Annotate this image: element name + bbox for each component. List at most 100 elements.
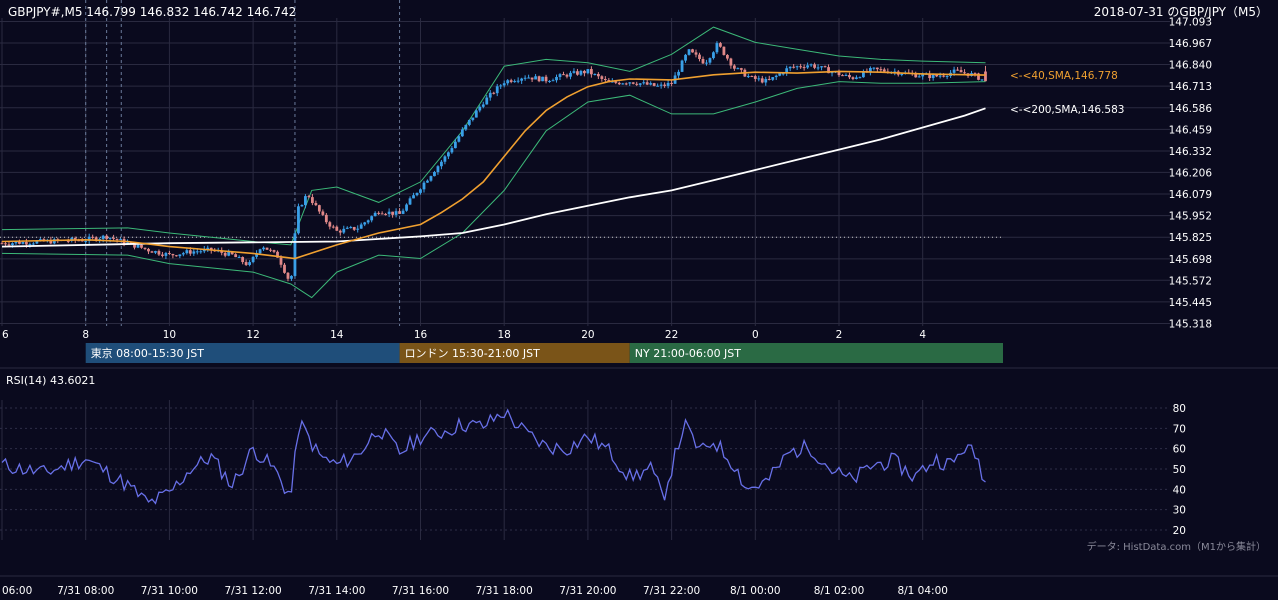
candle-body <box>774 75 778 78</box>
candle-body <box>433 172 436 177</box>
candle-body <box>394 211 398 215</box>
candle-body <box>168 253 171 255</box>
candle-body <box>642 82 646 84</box>
candle-body <box>14 241 18 244</box>
candle-body <box>276 251 279 258</box>
candle-body <box>419 189 422 193</box>
candle-body <box>258 249 262 254</box>
candle-body <box>848 74 851 78</box>
candle-body <box>499 85 503 87</box>
candle-body <box>0 243 4 245</box>
session-bars: 東京 08:00-15:30 JST ロンドン 15:30-21:00 JST NY… <box>85 343 1003 363</box>
candle-body <box>586 69 590 74</box>
candle-body <box>931 74 935 79</box>
candle-body <box>900 73 904 75</box>
price-tick-label: 146.079 <box>1169 189 1212 201</box>
sma-lines <box>1 70 986 260</box>
candle-body <box>495 86 499 94</box>
candle-body <box>283 264 286 273</box>
hour-tick-label: 20 <box>581 329 594 341</box>
candle-body <box>304 196 307 206</box>
hour-tick-label: 6 <box>2 329 9 341</box>
rsi-tick-label: 50 <box>1173 464 1186 476</box>
candle-body <box>181 253 185 255</box>
candle-body <box>436 166 440 173</box>
price-tick-label: 145.318 <box>1169 319 1212 331</box>
date-tick-label: 7/31 12:00 <box>225 585 282 597</box>
candle-body <box>251 256 255 263</box>
candle-body <box>185 250 189 254</box>
session-label: NY 21:00-06:00 JST <box>635 347 742 360</box>
candle-body <box>624 83 628 85</box>
price-axis: 147.093 146.967 146.840 146.713 146.586 146.4… <box>1169 17 1213 331</box>
hour-tick-label: 22 <box>665 329 678 341</box>
date-tick-label: 7/31 22:00 <box>643 585 700 597</box>
sma40-line <box>1 70 986 260</box>
candle-body <box>677 71 680 76</box>
candle-body <box>359 224 363 229</box>
candle-body <box>457 136 461 142</box>
candle-body <box>621 83 625 85</box>
candle-body <box>715 43 719 53</box>
candle-body <box>290 275 293 279</box>
candle-body <box>732 65 736 69</box>
rsi-tick-label: 80 <box>1173 403 1186 415</box>
candle-body <box>942 75 946 77</box>
candle-body <box>387 211 391 215</box>
candle-body <box>785 68 789 74</box>
candle-body <box>297 206 300 234</box>
candle-body <box>21 242 25 244</box>
candle-body <box>980 79 984 81</box>
candle-body <box>147 248 150 252</box>
candle-body <box>841 75 844 77</box>
candle-body <box>415 192 419 196</box>
candle-body <box>349 227 353 229</box>
candle-body <box>279 257 283 265</box>
candle-body <box>767 78 771 80</box>
candle-body <box>101 235 105 239</box>
candle-body <box>610 81 614 83</box>
rsi-tick-label: 40 <box>1173 484 1186 496</box>
hour-axis: 6 8 10 12 14 16 18 20 22 0 2 4 <box>2 329 926 341</box>
candle-body <box>534 76 537 80</box>
hour-tick-label: 12 <box>246 329 259 341</box>
candle-body <box>84 240 88 242</box>
date-tick-label: 7/31 10:00 <box>141 585 198 597</box>
candle-body <box>161 254 164 256</box>
candle-body <box>105 235 109 239</box>
bollinger-bands <box>1 26 986 299</box>
candle-body <box>781 73 785 75</box>
candle-body <box>614 81 618 83</box>
price-tick-label: 145.572 <box>1169 275 1212 287</box>
candle-body <box>265 247 269 250</box>
price-tick-label: 146.586 <box>1169 103 1213 115</box>
candle-body <box>938 75 942 77</box>
candle-body <box>656 85 660 87</box>
candle-body <box>882 69 886 72</box>
date-tick-label: 06:00 <box>2 585 32 597</box>
candle-body <box>596 73 600 77</box>
candle-body <box>230 251 234 255</box>
candle-body <box>806 65 810 68</box>
candle-body <box>513 81 517 83</box>
candle-body <box>617 82 621 85</box>
candle-body <box>467 119 471 125</box>
symbol-info: GBPJPY#,M5 146.799 146.832 146.742 146.7… <box>8 5 296 19</box>
candle-body <box>244 262 248 265</box>
candle-body <box>558 74 562 77</box>
candle-body <box>649 83 653 85</box>
candle-body <box>593 73 597 75</box>
candle-body <box>426 180 429 183</box>
candle-body <box>195 251 199 253</box>
candle-body <box>237 257 241 259</box>
candle-body <box>771 77 775 80</box>
candle-body <box>562 74 565 76</box>
candle-body <box>652 83 656 86</box>
candle-body <box>73 238 77 241</box>
chart-title: 2018-07-31 のGBP/JPY（M5） <box>1094 5 1268 19</box>
candle-body <box>269 249 272 251</box>
candle-body <box>471 117 475 120</box>
candle-body <box>638 83 642 85</box>
candle-body <box>91 236 95 238</box>
